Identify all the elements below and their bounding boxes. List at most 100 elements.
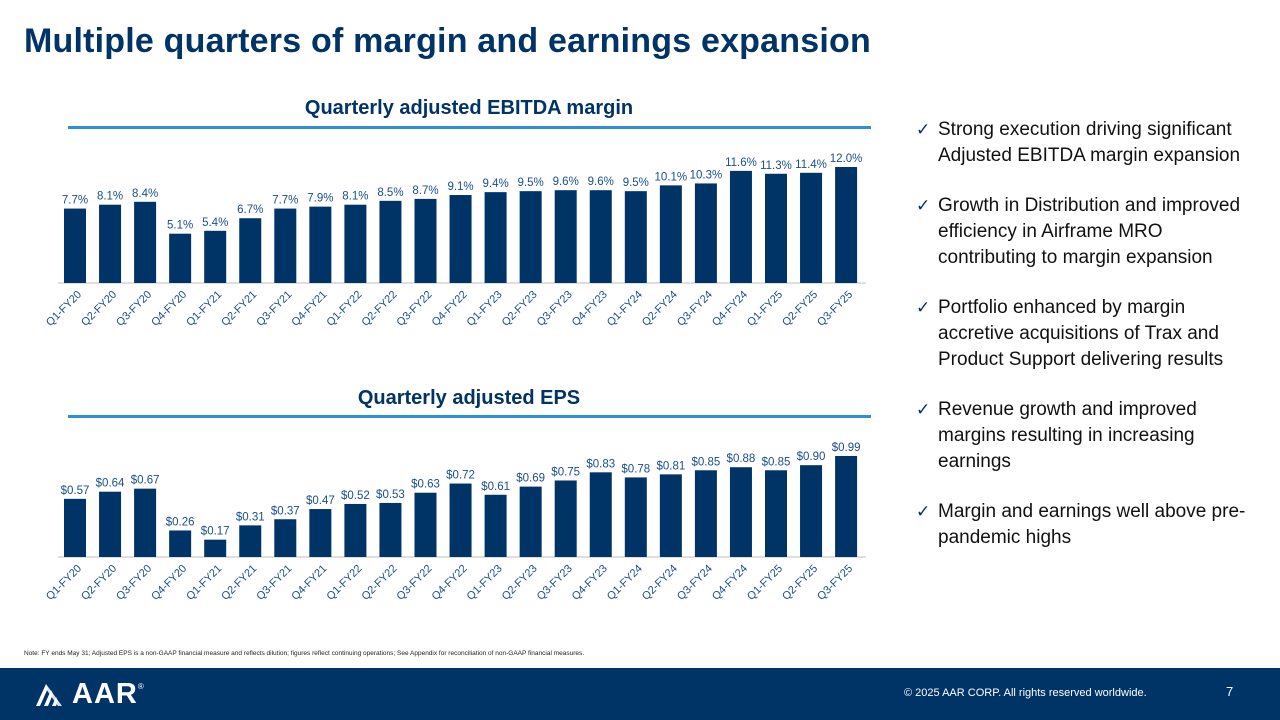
checkmark-icon: ✓: [916, 400, 931, 419]
eps-bar: [169, 530, 192, 557]
eps-bar: [274, 519, 297, 557]
eps-data-label: $0.88: [727, 453, 756, 465]
eps-bar: [414, 492, 437, 557]
eps-category-label: Q4-FY24: [710, 563, 750, 603]
ebitda-data-label: 7.7%: [62, 195, 88, 207]
eps-bar: [554, 480, 577, 557]
ebitda-bar: [64, 208, 86, 283]
eps-category-label: Q3-FY20: [114, 563, 154, 603]
bullet-text: Growth in Distribution and improved effi…: [938, 195, 1241, 268]
ebitda-chart-title: Quarterly adjusted EBITDA margin: [304, 97, 634, 119]
eps-bar: [624, 477, 647, 557]
ebitda-category-label: Q2-FY20: [79, 289, 119, 329]
ebitda-bar: [379, 200, 402, 283]
ebitda-data-label: 9.6%: [553, 176, 579, 188]
ebitda-data-label: 12.0%: [830, 153, 863, 165]
ebitda-category-label: Q4-FY23: [570, 289, 610, 329]
eps-bar: [379, 502, 402, 557]
eps-data-label: $0.53: [376, 489, 405, 501]
ebitda-category-label: Q3-FY23: [535, 289, 575, 329]
eps-bar: [99, 491, 122, 557]
eps-category-label: Q3-FY22: [395, 563, 435, 603]
eps-data-label: $0.75: [551, 466, 580, 478]
footer-bar: AAR ® © 2025 AAR CORP. All rights reserv…: [0, 668, 1280, 720]
aar-logo-icon: [36, 683, 62, 706]
key-points-list: ✓ Strong execution driving significant Ad…: [914, 117, 1254, 575]
eps-data-label: $0.57: [61, 485, 90, 497]
eps-category-label: Q4-FY23: [570, 563, 610, 603]
ebitda-data-label: 9.1%: [447, 181, 473, 193]
eps-category-label: Q2-FY22: [360, 563, 400, 603]
ebitda-bar: [835, 167, 858, 283]
page-title: Multiple quarters of margin and earnings…: [24, 22, 871, 60]
ebitda-bar: [554, 190, 577, 283]
eps-category-label: Q1-FY25: [745, 563, 785, 603]
eps-data-label: $0.37: [271, 505, 300, 517]
ebitda-data-label: 11.6%: [725, 157, 757, 169]
ebitda-category-label: Q2-FY24: [640, 289, 680, 329]
ebitda-category-label: Q2-FY22: [360, 289, 400, 329]
eps-data-label: $0.17: [201, 526, 230, 538]
registered-mark: ®: [137, 682, 144, 691]
ebitda-data-label: 7.7%: [272, 195, 298, 207]
ebitda-bar: [624, 191, 647, 283]
eps-category-label: Q2-FY21: [219, 563, 259, 603]
eps-data-label: $0.64: [96, 478, 125, 490]
ebitda-data-label: 5.1%: [167, 220, 193, 232]
bullet-item: ✓ Margin and earnings well above pre-pand…: [914, 499, 1254, 551]
page-number: 7: [1226, 684, 1234, 699]
ebitda-data-label: 9.6%: [588, 176, 614, 188]
ebitda-bar: [274, 208, 297, 283]
eps-bar: [239, 525, 262, 557]
eps-bar: [449, 483, 472, 557]
eps-bar: [519, 486, 542, 557]
ebitda-data-label: 11.3%: [760, 160, 792, 172]
eps-bar: [484, 494, 507, 557]
ebitda-category-label: Q1-FY22: [324, 289, 364, 329]
eps-category-label: Q2-FY20: [79, 563, 119, 603]
eps-bar: [835, 456, 858, 557]
eps-category-label: Q1-FY24: [605, 563, 645, 603]
eps-data-label: $0.99: [832, 442, 861, 454]
bullet-text: Portfolio enhanced by margin accretive a…: [938, 297, 1224, 370]
eps-data-label: $0.85: [692, 456, 721, 468]
eps-bar: [589, 472, 612, 557]
eps-category-label: Q4-FY22: [430, 563, 470, 603]
eps-bar: [309, 509, 332, 557]
ebitda-bar: [800, 172, 823, 283]
ebitda-data-label: 6.7%: [237, 204, 263, 216]
company-logo: AAR ®: [32, 678, 144, 711]
ebitda-data-label: 9.5%: [518, 177, 544, 189]
ebitda-data-label: 8.1%: [97, 191, 123, 203]
ebitda-category-label: Q2-FY21: [219, 289, 259, 329]
bullet-item: ✓ Revenue growth and improved margins res…: [914, 397, 1254, 475]
ebitda-category-label: Q4-FY21: [289, 289, 329, 329]
eps-data-label: $0.69: [516, 473, 545, 485]
eps-category-label: Q2-FY24: [640, 563, 680, 603]
ebitda-bar: [484, 192, 507, 283]
eps-data-label: $0.72: [446, 470, 475, 482]
eps-bar: [134, 488, 157, 557]
ebitda-data-label: 9.5%: [623, 177, 649, 189]
eps-chart-title: Quarterly adjusted EPS: [357, 387, 581, 409]
ebitda-category-label: Q3-FY24: [675, 289, 715, 329]
bullet-text: Margin and earnings well above pre-pande…: [938, 501, 1246, 548]
eps-bar: [344, 503, 367, 557]
copyright-text: © 2025 AAR CORP. All rights reserved wor…: [904, 687, 1147, 699]
eps-title-rule: [68, 415, 871, 418]
ebitda-bar: [309, 206, 332, 283]
ebitda-bar: [694, 183, 717, 283]
bullet-item: ✓ Portfolio enhanced by margin accretive …: [914, 295, 1254, 373]
eps-category-label: Q3-FY21: [254, 563, 294, 603]
eps-data-label: $0.81: [656, 460, 685, 472]
ebitda-category-label: Q3-FY25: [815, 289, 855, 329]
ebitda-bar: [239, 218, 262, 283]
ebitda-category-label: Q2-FY23: [500, 289, 540, 329]
eps-category-label: Q3-FY23: [535, 563, 575, 603]
eps-category-label: Q3-FY24: [675, 563, 715, 603]
ebitda-bar: [344, 204, 367, 283]
eps-category-label: Q2-FY25: [780, 563, 820, 603]
ebitda-title-rule: [68, 126, 871, 129]
ebitda-data-label: 8.7%: [412, 185, 438, 197]
eps-bar: [659, 474, 682, 557]
